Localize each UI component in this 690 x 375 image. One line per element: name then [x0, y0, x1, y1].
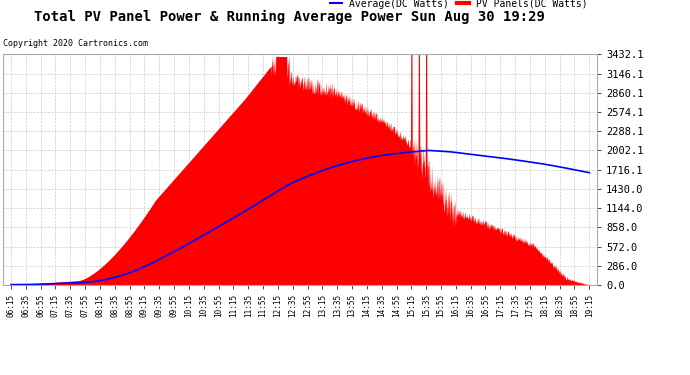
Legend: Average(DC Watts), PV Panels(DC Watts): Average(DC Watts), PV Panels(DC Watts) — [326, 0, 592, 12]
Text: Total PV Panel Power & Running Average Power Sun Aug 30 19:29: Total PV Panel Power & Running Average P… — [34, 9, 545, 24]
Text: Copyright 2020 Cartronics.com: Copyright 2020 Cartronics.com — [3, 39, 148, 48]
